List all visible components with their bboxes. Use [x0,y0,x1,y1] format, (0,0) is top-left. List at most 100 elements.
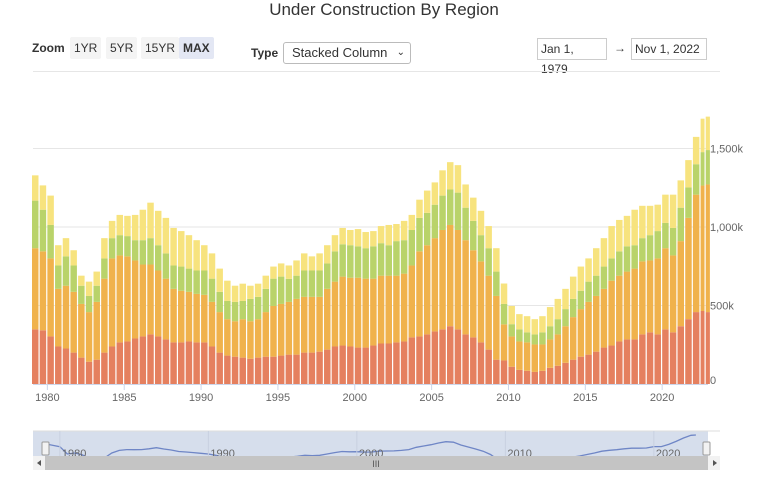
bar-segment-series-1[interactable] [347,346,354,384]
bar-segment-series-1[interactable] [431,331,439,384]
bar-segment-series-2[interactable] [608,280,615,346]
bar-segment-series-4[interactable] [193,240,200,271]
bar-segment-series-2[interactable] [193,293,200,343]
bar-segment-series-4[interactable] [277,263,285,277]
bar-segment-series-4[interactable] [147,202,154,239]
bar-segment-series-4[interactable] [224,280,231,301]
bar-segment-series-1[interactable] [362,347,369,384]
bar-segment-series-4[interactable] [62,238,70,257]
bar-segment-series-3[interactable] [500,303,508,325]
bar-segment-series-1[interactable] [377,343,385,384]
bar-segment-series-1[interactable] [55,346,62,384]
bar-segment-series-3[interactable] [692,164,700,195]
bar-segment-series-1[interactable] [270,356,277,384]
bar-segment-series-3[interactable] [454,192,462,230]
bar-segment-series-3[interactable] [423,212,431,246]
bar-segment-series-4[interactable] [231,285,239,302]
bar-segment-series-4[interactable] [577,266,585,291]
bar-segment-series-1[interactable] [623,339,631,384]
bar-segment-series-4[interactable] [593,248,600,276]
bar-segment-series-3[interactable] [339,244,346,277]
bar-segment-series-3[interactable] [78,285,85,304]
navigator-left-handle[interactable] [41,441,50,456]
bar-segment-series-4[interactable] [300,253,308,271]
bar-segment-series-4[interactable] [101,238,108,259]
bar-segment-series-2[interactable] [669,255,677,333]
bar-segment-series-2[interactable] [239,319,246,358]
bar-segment-series-4[interactable] [477,210,485,236]
bar-segment-series-4[interactable] [316,253,323,271]
bar-segment-series-1[interactable] [170,342,177,384]
bar-segment-series-2[interactable] [262,312,270,357]
bar-segment-series-4[interactable] [201,245,208,271]
bar-segment-series-4[interactable] [78,275,85,286]
bar-segment-series-1[interactable] [577,356,585,384]
bar-segment-series-3[interactable] [477,235,485,262]
bar-segment-series-1[interactable] [439,329,446,384]
bar-segment-series-4[interactable] [446,162,454,190]
bar-segment-series-1[interactable] [178,342,185,384]
bar-segment-series-3[interactable] [139,240,147,265]
bar-segment-series-2[interactable] [116,255,124,343]
bar-segment-series-2[interactable] [154,270,162,337]
bar-segment-series-4[interactable] [692,136,700,165]
bar-segment-series-4[interactable] [600,238,608,267]
bar-segment-series-2[interactable] [593,295,600,352]
bar-segment-series-3[interactable] [370,246,377,279]
bar-segment-series-1[interactable] [485,349,492,384]
bar-segment-series-2[interactable] [293,298,300,355]
bar-segment-series-4[interactable] [362,232,369,249]
bar-segment-series-3[interactable] [646,235,654,261]
bar-segment-series-4[interactable] [354,229,362,247]
bar-segment-series-3[interactable] [377,243,385,276]
bar-segment-series-3[interactable] [101,258,108,279]
bar-segment-series-3[interactable] [523,332,531,343]
bar-segment-series-4[interactable] [623,215,631,247]
bar-segment-series-3[interactable] [39,209,47,252]
bar-segment-series-2[interactable] [408,265,416,338]
bar-segment-series-4[interactable] [700,118,705,153]
bar-segment-series-1[interactable] [108,346,116,384]
bar-segment-series-4[interactable] [39,185,47,210]
bar-segment-series-3[interactable] [32,200,39,249]
bar-segment-series-3[interactable] [308,270,316,297]
bar-segment-series-2[interactable] [370,278,377,346]
bar-segment-series-2[interactable] [377,275,385,344]
bar-segment-series-1[interactable] [154,336,162,384]
bar-segment-series-3[interactable] [131,240,139,261]
bar-segment-series-1[interactable] [631,339,638,384]
bar-segment-series-4[interactable] [523,316,531,333]
bar-segment-series-1[interactable] [523,370,531,384]
bar-segment-series-2[interactable] [124,256,131,342]
bar-segment-series-1[interactable] [454,329,462,384]
bar-segment-series-2[interactable] [585,301,592,355]
date-to-input[interactable]: Nov 1, 2022 [631,38,707,60]
bar-segment-series-3[interactable] [285,278,293,302]
bar-segment-series-2[interactable] [62,285,70,349]
bar-segment-series-1[interactable] [569,359,577,384]
bar-segment-series-2[interactable] [470,250,477,338]
bar-segment-series-1[interactable] [462,334,469,384]
bar-segment-series-4[interactable] [247,285,254,299]
bar-segment-series-4[interactable] [331,235,339,252]
bar-segment-series-3[interactable] [408,229,416,266]
bar-segment-series-1[interactable] [285,354,293,384]
bar-segment-series-1[interactable] [39,330,47,384]
bar-segment-series-1[interactable] [247,358,254,384]
bar-segment-series-2[interactable] [654,258,661,335]
zoom-1yr-button[interactable]: 1YR [70,37,102,59]
bar-segment-series-2[interactable] [446,224,454,327]
bar-segment-series-2[interactable] [185,291,193,342]
bar-segment-series-2[interactable] [692,194,700,313]
bar-segment-series-2[interactable] [539,344,546,371]
bar-segment-series-2[interactable] [131,260,139,339]
bar-segment-series-2[interactable] [631,268,638,340]
bar-segment-series-3[interactable] [208,278,216,302]
bar-segment-series-4[interactable] [285,265,293,279]
bar-segment-series-3[interactable] [185,268,193,292]
bar-segment-series-1[interactable] [254,357,262,384]
bar-segment-series-4[interactable] [339,227,346,245]
bar-segment-series-1[interactable] [562,362,569,384]
bar-segment-series-4[interactable] [669,194,677,228]
bar-segment-series-3[interactable] [262,288,270,313]
